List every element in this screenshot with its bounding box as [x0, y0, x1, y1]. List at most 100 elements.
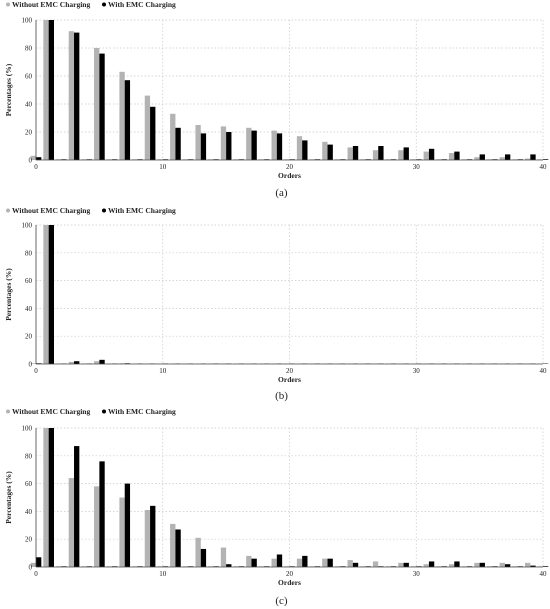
- bar-with-emc: [352, 562, 359, 567]
- bar-without-emc: [246, 555, 252, 567]
- bar-with-emc: [352, 146, 359, 160]
- bar-without-emc: [43, 20, 49, 160]
- x-tick-label: 40: [540, 570, 548, 578]
- legend-swatch: [6, 2, 10, 7]
- bar-with-emc: [428, 561, 435, 567]
- bar-without-emc: [372, 561, 379, 567]
- legend-label: Without EMC Charging: [12, 407, 90, 416]
- bar-without-emc: [448, 564, 455, 567]
- bar-with-emc: [530, 565, 536, 567]
- bar-with-emc: [251, 558, 257, 567]
- y-tick-label: 80: [25, 452, 33, 460]
- bar-with-emc: [150, 106, 156, 160]
- chart-panel: 0 20 40 60 80 100 0 10 20 30 40 Orders Percentages (…: [4, 206, 549, 402]
- x-tick-label: 30: [413, 367, 421, 375]
- x-tick-label: 30: [413, 163, 421, 171]
- legend-swatch: [6, 208, 10, 213]
- x-tick-label: 0: [34, 570, 38, 578]
- bar-without-emc: [296, 558, 303, 567]
- bar-without-emc: [398, 150, 404, 160]
- bar-without-emc: [448, 153, 455, 160]
- y-tick-label: 0: [29, 564, 33, 572]
- bar-with-emc: [403, 147, 409, 160]
- chart-panel: 0 20 40 60 80 100 0 10 20 30 40 Orders Percentages (…: [4, 0, 549, 199]
- bar-with-emc: [530, 154, 536, 160]
- x-axis-title: Orders: [278, 171, 301, 180]
- bar-without-emc: [94, 486, 100, 567]
- bar-without-emc: [525, 562, 531, 567]
- x-tick-label: 10: [159, 163, 167, 171]
- bar-with-emc: [74, 446, 80, 567]
- y-tick-label: 100: [22, 425, 33, 433]
- bar-with-emc: [327, 558, 333, 567]
- bar-with-emc: [48, 20, 54, 160]
- y-axis-title: Percentages (%): [4, 471, 13, 524]
- bar-without-emc: [43, 428, 49, 567]
- bar-with-emc: [99, 461, 105, 567]
- bar-with-emc: [36, 157, 42, 160]
- bar-with-emc: [74, 361, 80, 364]
- y-tick-label: 40: [25, 101, 33, 109]
- y-tick-label: 100: [22, 222, 33, 230]
- x-tick-label: 10: [159, 570, 167, 578]
- bar-with-emc: [74, 32, 80, 160]
- y-tick-label: 60: [25, 480, 33, 488]
- bar-without-emc: [525, 158, 531, 160]
- legend-label: With EMC Charging: [108, 0, 176, 9]
- legend-label: With EMC Charging: [108, 206, 176, 215]
- bar-with-emc: [200, 548, 207, 567]
- bar-without-emc: [170, 113, 176, 160]
- bar-with-emc: [428, 148, 435, 160]
- bar-with-emc: [226, 564, 232, 567]
- x-tick-label: 40: [540, 367, 548, 375]
- x-tick-label: 20: [286, 570, 294, 578]
- bar-with-emc: [302, 140, 308, 160]
- bar-without-emc: [195, 125, 201, 160]
- chart-panel: 0 20 40 60 80 100 0 10 20 30 40 Orders Percentages (…: [4, 407, 549, 607]
- bar-without-emc: [474, 157, 480, 160]
- bar-without-emc: [347, 560, 353, 567]
- bar-with-emc: [479, 562, 485, 567]
- legend-label: Without EMC Charging: [12, 0, 90, 9]
- bar-without-emc: [195, 537, 201, 567]
- bar-with-emc: [479, 154, 485, 160]
- y-tick-label: 20: [25, 536, 33, 544]
- y-tick-label: 60: [25, 73, 33, 81]
- bar-with-emc: [251, 130, 257, 160]
- bar-with-emc: [543, 566, 549, 567]
- bar-with-emc: [124, 483, 131, 567]
- bar-with-emc: [378, 146, 384, 160]
- x-tick-label: 40: [540, 163, 548, 171]
- x-tick-label: 20: [286, 163, 294, 171]
- bar-without-emc: [30, 155, 36, 160]
- bar-with-emc: [175, 529, 181, 567]
- bar-without-emc: [68, 478, 75, 567]
- bar-with-emc: [99, 359, 105, 364]
- bar-without-emc: [474, 562, 480, 567]
- legend-swatch: [102, 2, 106, 7]
- bar-without-emc: [43, 225, 49, 364]
- bar-without-emc: [30, 562, 36, 567]
- y-tick-label: 20: [25, 129, 33, 137]
- legend-swatch: [102, 409, 106, 414]
- legend-swatch: [102, 208, 106, 213]
- y-tick-label: 60: [25, 277, 33, 285]
- bar-without-emc: [220, 547, 227, 567]
- bar-with-emc: [48, 428, 54, 567]
- bar-without-emc: [68, 361, 75, 364]
- y-tick-label: 0: [29, 157, 33, 165]
- bar-without-emc: [94, 361, 100, 364]
- x-tick-label: 20: [286, 367, 294, 375]
- bar-without-emc: [30, 363, 36, 364]
- bar-with-emc: [327, 144, 333, 160]
- bar-without-emc: [119, 497, 125, 567]
- bar-without-emc: [246, 127, 252, 160]
- x-tick-label: 30: [413, 570, 421, 578]
- bar-with-emc: [226, 132, 232, 160]
- x-axis-title: Orders: [278, 375, 301, 384]
- bar-with-emc: [302, 555, 308, 567]
- bar-with-emc: [276, 554, 283, 567]
- bar-without-emc: [271, 130, 277, 160]
- bar-with-emc: [175, 127, 181, 160]
